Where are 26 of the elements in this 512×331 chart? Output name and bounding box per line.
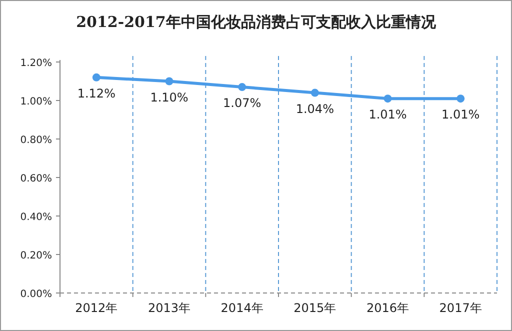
data-label: 1.01%	[442, 108, 480, 122]
y-tick-label: 1.20%	[20, 58, 52, 69]
y-tick-label: 1.00%	[20, 96, 52, 108]
data-label: 1.01%	[368, 108, 407, 122]
x-tick-label: 2016年	[366, 301, 410, 315]
x-tick-label: 2012年	[75, 301, 118, 315]
point	[92, 73, 100, 82]
point	[238, 83, 246, 92]
y-tick-label: 0.20%	[20, 250, 52, 262]
x-tick-label: 2017年	[439, 301, 482, 315]
y-tick-label: 0.40%	[20, 212, 52, 223]
x-tick-label: 2013年	[148, 301, 191, 315]
x-tick-label: 2015年	[294, 301, 336, 315]
point	[456, 94, 465, 103]
data-label: 1.07%	[223, 96, 262, 110]
data-label: 1.10%	[150, 90, 188, 104]
data-label: 1.04%	[296, 102, 334, 116]
y-tick-label: 0.00%	[20, 289, 52, 300]
data-label: 1.12%	[77, 86, 116, 100]
y-tick-label: 0.80%	[20, 135, 52, 146]
point	[165, 77, 174, 86]
x-tick-label: 2014年	[220, 301, 264, 315]
point	[310, 88, 319, 97]
y-tick-label: 0.60%	[20, 174, 52, 184]
point	[384, 94, 392, 103]
chart-title: 2012-2017年中国化妆品消费占可支配收入比重情况	[76, 13, 437, 31]
